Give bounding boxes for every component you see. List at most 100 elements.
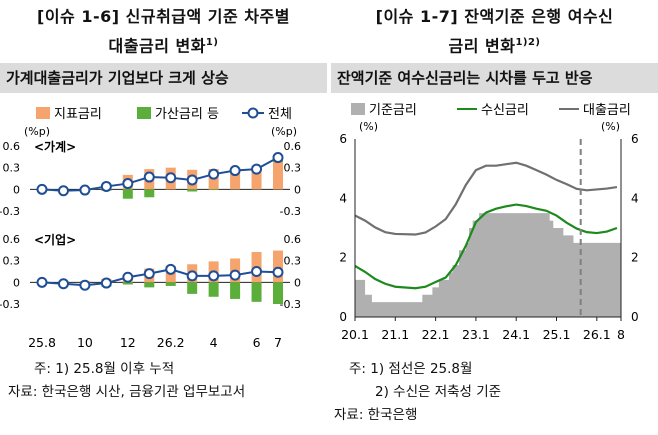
left-unit-label: (%)	[359, 120, 378, 133]
x-tick-label: 20.1	[341, 327, 369, 342]
y-tick-right: 0	[294, 276, 301, 289]
legend-spread-swatch	[137, 107, 151, 119]
left-title-line1: [이슈 1-6] 신규취급액 기준 차주별	[37, 7, 290, 26]
right-subtitle: 잔액기준 여수신금리는 시차를 두고 반응	[331, 63, 658, 93]
left-subtitle: 가계대출금리가 기업보다 크게 상승	[0, 63, 327, 93]
total-point	[79, 184, 91, 196]
total-point	[272, 266, 284, 278]
spread-bar	[165, 282, 176, 286]
total-point	[36, 276, 48, 288]
spread-bar	[187, 282, 198, 294]
total-point	[165, 172, 177, 184]
right-unit-label: (%)	[601, 120, 620, 133]
spread-bar	[122, 282, 133, 285]
total-point	[36, 183, 48, 195]
total-point	[186, 270, 198, 282]
x-tick-label: 26.1	[583, 327, 611, 342]
left-title-line2: 대출금리 변화1)	[0, 30, 327, 59]
total-point	[122, 178, 134, 190]
right-title-line2: 금리 변화1)2)	[331, 30, 658, 59]
left-title-text: 대출금리 변화	[108, 36, 206, 56]
total-point	[57, 185, 69, 197]
right-note-1: 주: 1) 점선은 25.8월	[349, 361, 473, 377]
x-tick-label: 25.1	[543, 327, 571, 342]
right-title-line1: [이슈 1-7] 잔액기준 은행 여수신	[375, 7, 614, 26]
spread-bar	[230, 282, 241, 299]
x-tick-label: 25.8	[28, 335, 56, 350]
index-bar	[273, 161, 283, 190]
right-title-footnote: 1)2)	[515, 37, 541, 48]
legend-base-swatch	[351, 103, 365, 115]
x-tick-label: 22.1	[422, 327, 450, 342]
index-bar	[230, 167, 241, 190]
spread-bar	[251, 282, 262, 302]
x-tick-label: 8	[617, 327, 625, 342]
x-tick-label: 21.1	[381, 327, 409, 342]
legend-spread-label: 가산금리 등	[155, 107, 219, 122]
y-tick-left: 0	[13, 183, 20, 196]
y-tick-left: -0.3	[0, 205, 20, 218]
y-tick-left: -0.3	[0, 298, 20, 311]
y-tick-right: 2	[631, 251, 639, 265]
index-bar	[273, 250, 283, 283]
y-tick-left: 0	[13, 276, 20, 289]
right-figure-title: [이슈 1-7] 잔액기준 은행 여수신 금리 변화1)2)	[331, 4, 658, 60]
y-tick-left: 0.3	[3, 255, 21, 268]
left-title-footnote: 1)	[205, 37, 219, 48]
x-tick-label: 7	[274, 335, 282, 350]
spread-bar	[273, 282, 283, 304]
deposit-rate-line	[354, 203, 618, 290]
total-point	[229, 269, 241, 281]
left-note-1: 주: 1) 25.8월 이후 누적	[34, 361, 175, 377]
spread-bar	[144, 282, 155, 288]
right-unit-label: (%p)	[271, 125, 297, 138]
left-source: 자료: 한국은행 시산, 금융기관 업무보고서	[8, 384, 246, 400]
x-tick-label: 23.1	[462, 327, 490, 342]
y-tick-right: 0.6	[284, 140, 302, 153]
total-point	[165, 263, 177, 275]
total-point	[57, 278, 69, 290]
panel-label: <기업>	[34, 232, 76, 247]
right-figure: [이슈 1-7] 잔액기준 은행 여수신 금리 변화1)2) 잔액기준 여수신금…	[331, 0, 658, 435]
y-tick-left: 6	[339, 132, 347, 146]
legend-total-label: 전체	[268, 107, 292, 122]
index-bar	[251, 165, 262, 190]
y-tick-right: 0	[631, 310, 639, 324]
panel-label: <가계>	[34, 139, 76, 154]
y-tick-left: 2	[339, 251, 347, 265]
y-tick-left: 0.6	[3, 140, 21, 153]
y-tick-left: 4	[339, 191, 347, 205]
right-chart: 기준금리 수신금리 대출금리 (%) (%) 0 0 2 2 4 4 6 6 20.1 21.1 22.1 23…	[339, 103, 639, 342]
left-chart: 지표금리 가산금리 등 전체(%p) (%p)0.6 0.60.3 0.30 0-0.3 -0…	[0, 107, 302, 350]
left-figure-title: [이슈 1-6] 신규취급액 기준 차주별 대출금리 변화1)	[0, 4, 327, 60]
legend-total-marker	[247, 107, 259, 119]
right-source: 자료: 한국은행	[334, 407, 418, 423]
y-tick-left: 0.3	[3, 162, 21, 175]
x-tick-label: 6	[253, 335, 261, 350]
total-point	[186, 174, 198, 186]
y-tick-right: 4	[631, 191, 639, 205]
x-tick-label: 10	[77, 335, 93, 350]
x-tick-label: 12	[120, 335, 136, 350]
total-point	[229, 165, 241, 177]
total-point	[208, 168, 220, 180]
spread-bar	[208, 282, 219, 297]
spread-bar	[144, 189, 155, 198]
left-figure: [이슈 1-6] 신규취급액 기준 차주별 대출금리 변화1) 가계대출금리가 …	[0, 0, 327, 435]
x-tick-label: 26.2	[157, 335, 185, 350]
spread-bar	[122, 189, 133, 199]
total-point	[143, 171, 155, 183]
y-tick-right: 0.3	[284, 255, 302, 268]
x-tick-label: 24.1	[502, 327, 530, 342]
left-unit-label: (%p)	[24, 125, 50, 138]
y-tick-right: -0.3	[280, 205, 301, 218]
total-point	[143, 268, 155, 280]
legend-index-swatch	[36, 107, 50, 119]
y-tick-left: 0.6	[3, 233, 21, 246]
y-tick-left: 0	[339, 310, 347, 324]
y-tick-right: 0.3	[284, 162, 302, 175]
total-line	[41, 156, 279, 192]
loan-rate-line	[354, 161, 618, 236]
total-line	[41, 268, 279, 287]
legend-index-label: 지표금리	[54, 107, 102, 122]
